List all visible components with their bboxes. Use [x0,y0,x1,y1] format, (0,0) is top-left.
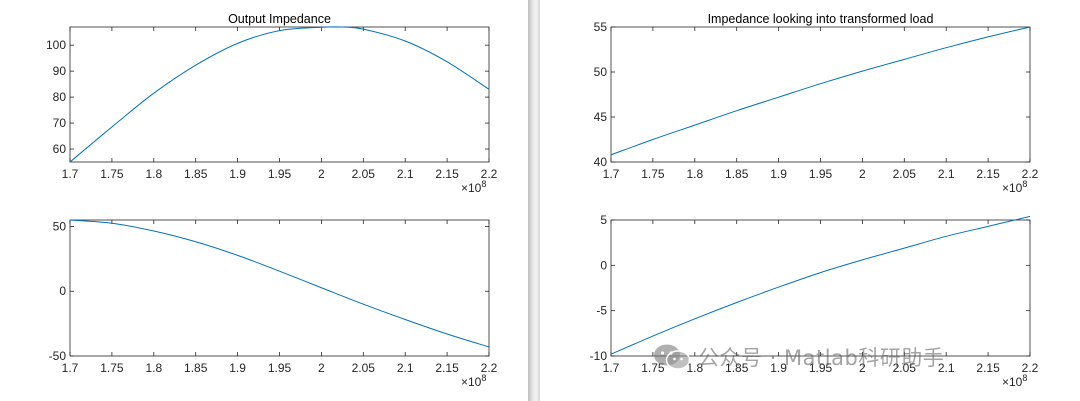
plot-3-ytick-label: 50 [594,65,608,79]
window-divider [528,0,540,401]
plot-1-xtick-label: 1.8 [145,167,162,181]
plot-4-x-exponent-power: 8 [1022,373,1027,383]
watermark-text: 公众号 · Matlab科研助手 [698,346,945,370]
plot-4-xtick-label: 2.2 [1022,361,1039,375]
plot-1-xtick-label: 1.95 [268,167,292,181]
plot-3-xtick-label: 2.05 [893,167,917,181]
plot-1-xtick-label: 2 [318,167,325,181]
plot-3-xtick-label: 2 [859,167,866,181]
plot-3-xtick-label: 2.1 [938,167,955,181]
plot-2-axes-box [69,219,490,357]
plot-4-xtick-label: 1.8 [686,361,703,375]
plot-1-ytick-label: 70 [53,116,67,130]
plot-4-xtick-label: 2 [859,361,866,375]
plot-4-series-line-1 [610,215,1031,355]
plot-4-xtick-label: 2.15 [976,361,1000,375]
watermark: 公众号 · Matlab科研助手 [652,342,944,372]
plot-1-ytick-label: 60 [53,142,67,156]
plot-1-series-line-1 [69,26,490,163]
plot-2-series-line-1 [69,219,490,348]
plot-4-ytick-label: -5 [596,304,607,318]
plot-1-xtick-label: 1.85 [184,167,208,181]
plot-3-xtick-label: 2.15 [976,167,1000,181]
plot-3-ytick-label: 45 [594,110,608,124]
plot-3-xtick-label: 2.2 [1022,167,1039,181]
plot-3-xtick-label: 1.7 [603,167,620,181]
plot-3-title: Impedance looking into transformed load [708,12,934,26]
plot-3-xtick-label: 1.8 [686,167,703,181]
plot-2-xtick-label: 2 [318,361,325,375]
plot-3-xtick-label: 1.9 [770,167,787,181]
plot-4-ytick-label: 5 [600,213,607,227]
plot-4-axes-box [610,219,1031,357]
plot-2-x-exponent-power: 8 [481,373,486,383]
plot-1-xtick-label: 1.9 [229,167,246,181]
plot-3-x-exponent: ×108 [1002,179,1027,195]
plot-2-ytick-label: 0 [59,284,66,298]
plot-2-ytick-label: 50 [53,219,67,233]
plot-4-xtick-label: 1.9 [770,361,787,375]
plot-1-xtick-label: 1.7 [62,167,79,181]
plot-2-xtick-label: 1.85 [184,361,208,375]
plot-1-xtick-label: 2.05 [352,167,376,181]
plot-2-xtick-label: 2.15 [435,361,459,375]
plot-4-ytick-label: -10 [590,349,608,363]
plot-3-xtick-label: 1.95 [809,167,833,181]
plot-1-xtick-label: 2.2 [481,167,498,181]
plot-2-xtick-label: 2.1 [397,361,414,375]
plot-2-xtick-label: 1.75 [100,361,124,375]
plot-1-x-exponent-power: 8 [481,179,486,189]
plot-1-xtick-label: 2.15 [435,167,459,181]
plot-1-ytick-label: 100 [46,38,66,52]
plot-4-xtick-label: 1.95 [809,361,833,375]
plot-1-xtick-label: 1.75 [100,167,124,181]
plot-1-ytick-label: 80 [53,90,67,104]
plot-4-xtick-label: 1.7 [603,361,620,375]
plot-2-xtick-label: 1.7 [62,361,79,375]
plot-3-ytick-label: 55 [594,20,608,34]
plot-2-xtick-label: 1.8 [145,361,162,375]
plot-2-xtick-label: 1.9 [229,361,246,375]
plot-4-ytick-label: 0 [600,258,607,272]
plot-4-xtick-label: 1.85 [725,361,749,375]
plot-1-axes-box [69,26,490,163]
plot-1-ytick-label: 90 [53,64,67,78]
plot-3-series-line-1 [610,26,1031,156]
plot-3-xtick-label: 1.75 [641,167,665,181]
plot-4-xtick-label: 1.75 [641,361,665,375]
plot-4-xtick-label: 2.05 [893,361,917,375]
plot-2-xtick-label: 2.05 [352,361,376,375]
plot-4-x-exponent: ×108 [1002,373,1027,389]
plot-3-x-exponent-power: 8 [1022,179,1027,189]
plot-3-xtick-label: 1.85 [725,167,749,181]
plot-1-xtick-label: 2.1 [397,167,414,181]
plot-2-ytick-label: -50 [49,349,67,363]
plot-2-x-exponent: ×108 [461,373,486,389]
plot-3-ytick-label: 40 [594,155,608,169]
plot-4-xtick-label: 2.1 [938,361,955,375]
plot-2-xtick-label: 2.2 [481,361,498,375]
plot-1-title: Output Impedance [228,12,331,26]
plot-3-axes-box [610,26,1031,163]
plot-1-x-exponent: ×108 [461,179,486,195]
wechat-icon [654,344,691,370]
plot-2-xtick-label: 1.95 [268,361,292,375]
